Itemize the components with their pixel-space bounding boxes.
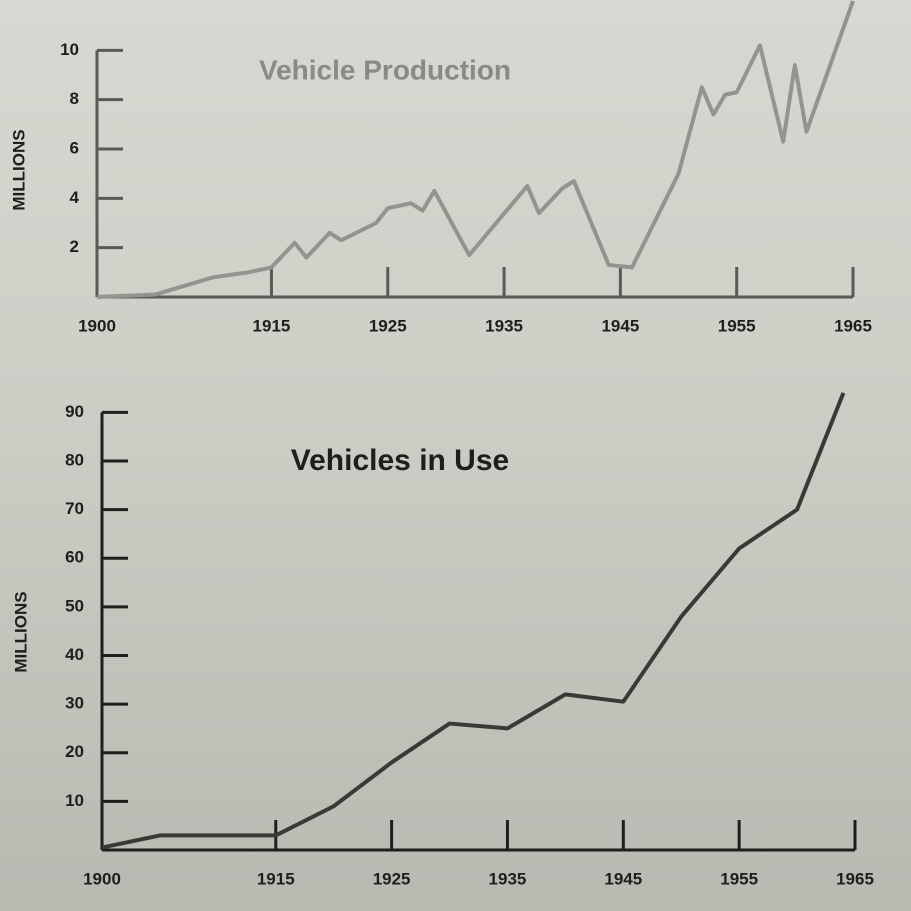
x-tick-label: 1925: [369, 316, 407, 335]
x-tick-label: 1935: [485, 316, 523, 335]
y-axis-label: MILLIONS: [11, 591, 30, 672]
y-tick-label: 20: [65, 742, 84, 761]
y-tick-label: 8: [70, 89, 79, 108]
x-tick-label: 1945: [601, 316, 639, 335]
y-tick-label: 80: [65, 450, 84, 469]
y-tick-label: 10: [65, 791, 84, 810]
chart-title: Vehicles in Use: [291, 444, 509, 477]
y-tick-label: 70: [65, 499, 84, 518]
x-tick-label: 1955: [720, 869, 758, 888]
x-tick-label: 1965: [834, 316, 872, 335]
y-tick-label: 40: [65, 645, 84, 664]
data-line: [96, 0, 855, 299]
y-axis-label: MILLIONS: [9, 129, 28, 210]
y-tick-label: 2: [70, 237, 79, 256]
x-tick-label: 1900: [83, 869, 121, 888]
x-tick-label: 1925: [373, 869, 411, 888]
y-tick-label: 4: [70, 188, 80, 207]
chart-title: Vehicle Production: [259, 54, 511, 85]
y-tick-label: 30: [65, 694, 84, 713]
x-tick-label: 1965: [836, 869, 874, 888]
x-tick-label: 1935: [489, 869, 527, 888]
x-tick-label: 1915: [253, 316, 291, 335]
y-tick-label: 60: [65, 548, 84, 567]
x-tick-label: 1955: [718, 316, 756, 335]
y-tick-label: 50: [65, 596, 84, 615]
y-tick-label: 90: [65, 402, 84, 421]
x-tick-label: 1945: [604, 869, 642, 888]
data-line: [101, 392, 846, 850]
x-tick-label: 1915: [257, 869, 295, 888]
y-tick-label: 10: [60, 40, 79, 59]
y-tick-label: 6: [70, 138, 79, 157]
x-tick-label: 1900: [78, 316, 116, 335]
